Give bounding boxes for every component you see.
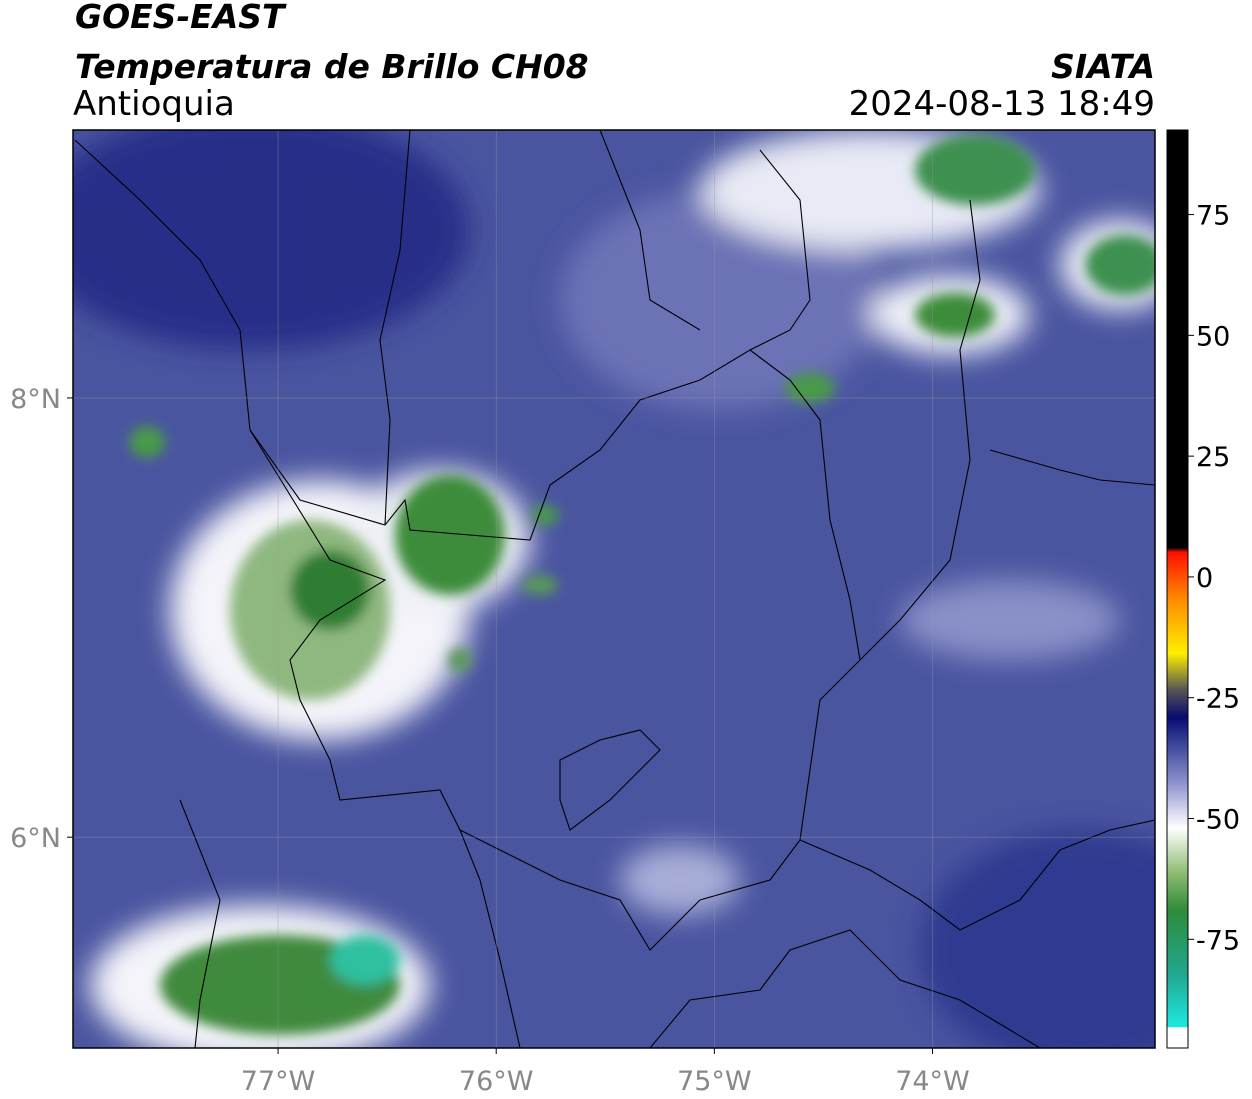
colorbar-tick-label: -25	[1196, 684, 1240, 715]
x-tick-label: 77°W	[241, 1066, 316, 1097]
map-frame	[72, 129, 1156, 1049]
satellite-image	[73, 130, 1155, 1048]
region-label: Antioquia	[73, 84, 235, 124]
colorbar-tick-label: -50	[1196, 805, 1240, 836]
x-tick-label: 76°W	[459, 1066, 534, 1097]
colorbar-tick-label: 75	[1196, 201, 1230, 232]
graticule	[73, 130, 1155, 1048]
x-tick-label: 74°W	[895, 1066, 970, 1097]
colorbar-tick-label: 50	[1196, 321, 1230, 352]
source-label: SIATA	[1051, 47, 1155, 86]
satellite-title: GOES-EAST	[75, 0, 287, 36]
datetime-label: 2024-08-13 18:49	[849, 84, 1155, 124]
colorbar-tick-label: 25	[1196, 442, 1230, 473]
x-tick-label: 75°W	[677, 1066, 752, 1097]
product-title: Temperatura de Brillo CH08	[75, 47, 589, 86]
y-tick-label: 8°N	[10, 384, 61, 415]
y-tick-label: 6°N	[10, 823, 61, 854]
colorbar-tick-label: -75	[1196, 925, 1240, 956]
colorbar	[1166, 129, 1189, 1049]
colorbar-tick-label: 0	[1196, 563, 1213, 594]
